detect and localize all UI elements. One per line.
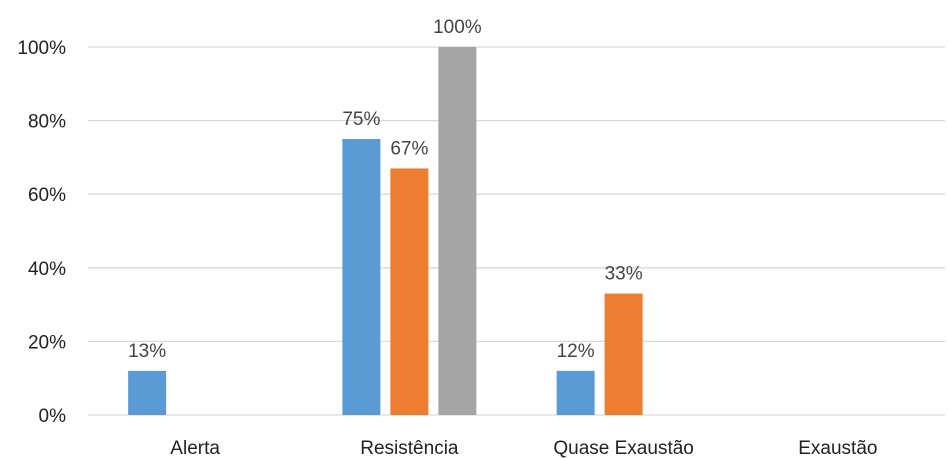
- bar: [128, 370, 167, 415]
- y-tick-label: 20%: [28, 332, 66, 353]
- y-tick-label: 0%: [39, 406, 67, 427]
- data-labels: 13% 75% 67% 100% 12% 33%: [128, 17, 643, 362]
- bars: [128, 47, 643, 415]
- data-label: 75%: [342, 109, 380, 130]
- data-label: 33%: [605, 264, 643, 285]
- x-category-label: Resistência: [360, 438, 459, 459]
- y-tick-label: 60%: [28, 185, 66, 206]
- bar: [390, 168, 429, 415]
- bar: [556, 370, 595, 415]
- x-category-label: Quase Exaustão: [553, 438, 693, 459]
- x-axis-category-labels: Alerta Resistência Quase Exaustão Exaustão: [170, 438, 877, 459]
- bar: [438, 47, 477, 415]
- y-axis-tick-labels: 0% 20% 40% 60% 80% 100%: [17, 38, 66, 427]
- bar: [342, 139, 381, 415]
- data-label: 13%: [128, 341, 166, 362]
- bar: [604, 293, 643, 415]
- y-tick-label: 100%: [17, 38, 66, 59]
- data-label: 67%: [390, 138, 428, 159]
- data-label: 12%: [557, 341, 595, 362]
- y-tick-label: 80%: [28, 112, 66, 133]
- y-tick-label: 40%: [28, 259, 66, 280]
- x-category-label: Alerta: [170, 438, 220, 459]
- gridlines: [88, 46, 945, 416]
- x-category-label: Exaustão: [798, 438, 877, 459]
- data-label: 100%: [433, 17, 482, 38]
